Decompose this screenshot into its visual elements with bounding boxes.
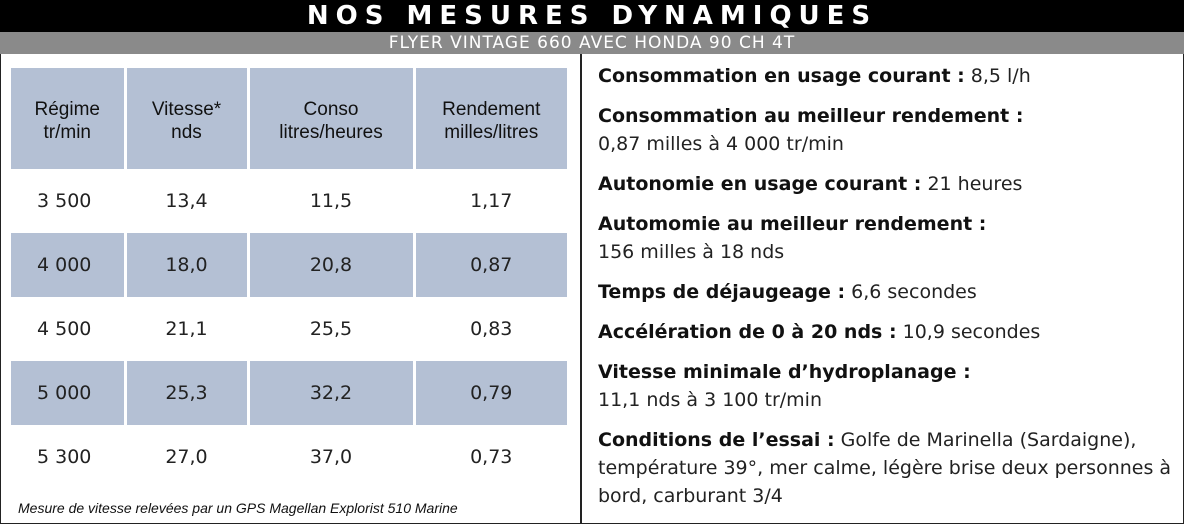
table-row: 5 000 25,3 32,2 0,79 [11,361,567,425]
table-row: 3 500 13,4 11,5 1,17 [11,169,567,233]
cell-vitesse: 18,0 [123,233,248,297]
cell-conso: 25,5 [246,297,414,361]
cell-conso: 11,5 [246,169,414,233]
info-conso-usage-courant: Consommation en usage courant : 8,5 l/h [598,62,1178,90]
info-label: Vitesse minimale d’hydroplanage : [598,361,971,383]
info-value: Golfe de Marinella (Sardaigne), températ… [598,429,1172,507]
info-temps-dejaugeage: Temps de déjaugeage : 6,6 secondes [598,278,1178,306]
page-title: NOS MESURES DYNAMIQUES [0,0,1184,32]
table-row: 5 300 27,0 37,0 0,73 [11,425,567,489]
info-value: 11,1 nds à 3 100 tr/min [598,389,822,411]
page-subtitle: FLYER VINTAGE 660 AVEC HONDA 90 CH 4T [0,32,1184,54]
info-autonomie-meilleur-rendement: Automomie au meilleur rendement : 156 mil… [598,210,1178,266]
cell-rendement: 1,17 [412,169,567,233]
cell-vitesse: 25,3 [123,361,248,425]
info-value: 10,9 secondes [896,321,1041,343]
table-row: 4 500 21,1 25,5 0,83 [11,297,567,361]
table-header-row: Régime tr/min Vitesse* nds Conso litres/heu… [11,68,567,169]
table-footnote: Mesure de vitesse relevées par un GPS Ma… [18,500,458,516]
info-conso-meilleur-rendement: Consommation au meilleur rendement : 0,87… [598,102,1178,158]
info-label: Conditions de l’essai : [598,429,835,451]
info-label: Consommation en usage courant : [598,65,965,87]
cell-vitesse: 21,1 [123,297,248,361]
info-label: Temps de déjaugeage : [598,281,846,303]
cell-vitesse: 27,0 [123,425,248,489]
info-label: Consommation au meilleur rendement : [598,105,1024,127]
column-header-regime: Régime tr/min [11,68,125,169]
cell-regime: 4 500 [37,318,92,340]
info-value: 21 heures [921,173,1023,195]
column-header-vitesse: Vitesse* nds [123,68,248,169]
info-panel: Consommation en usage courant : 8,5 l/h … [580,54,1184,524]
cell-regime: 3 500 [37,190,92,212]
info-vitesse-hydroplanage: Vitesse minimale d’hydroplanage : 11,1 nd… [598,358,1178,414]
cell-conso: 20,8 [246,233,414,297]
cell-rendement: 0,87 [412,233,567,297]
info-value: 156 milles à 18 nds [598,241,785,263]
info-list: Consommation en usage courant : 8,5 l/h … [598,62,1178,522]
column-header-rendement: Rendement milles/litres [412,68,567,169]
info-value: 0,87 milles à 4 000 tr/min [598,133,844,155]
cell-rendement: 0,73 [412,425,567,489]
info-label: Accélération de 0 à 20 nds : [598,321,897,343]
info-value: 8,5 l/h [964,65,1031,87]
cell-regime: 5 000 [11,361,125,425]
column-header-conso: Conso litres/heures [246,68,414,169]
cell-regime: 5 300 [37,446,92,468]
cell-conso: 37,0 [246,425,414,489]
measures-table: Régime tr/min Vitesse* nds Conso litres/heu… [11,68,567,489]
measures-panel: Régime tr/min Vitesse* nds Conso litres/heu… [0,54,580,524]
info-acceleration: Accélération de 0 à 20 nds : 10,9 second… [598,318,1178,346]
info-label: Autonomie en usage courant : [598,173,922,195]
cell-regime: 4 000 [11,233,125,297]
info-value: 6,6 secondes [845,281,977,303]
table-row: 4 000 18,0 20,8 0,87 [11,233,567,297]
info-label: Automomie au meilleur rendement : [598,213,987,235]
cell-conso: 32,2 [246,361,414,425]
info-autonomie-usage-courant: Autonomie en usage courant : 21 heures [598,170,1178,198]
info-conditions-essai: Conditions de l’essai : Golfe de Marinel… [598,426,1178,510]
cell-vitesse: 13,4 [123,169,248,233]
cell-rendement: 0,83 [412,297,567,361]
cell-rendement: 0,79 [412,361,567,425]
